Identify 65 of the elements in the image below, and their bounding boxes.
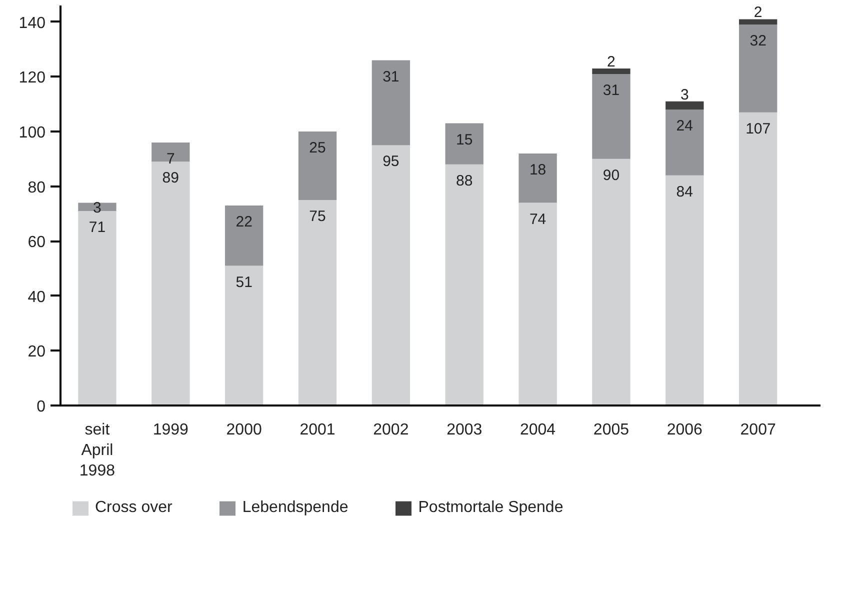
x-tick-label: 2001 (300, 422, 336, 438)
data-label: 107 (746, 120, 771, 138)
data-label: 2 (607, 54, 616, 71)
y-tick-label: 40 (28, 288, 46, 306)
x-tick-label: 2000 (226, 422, 262, 438)
legend-label: Postmortale Spende (418, 499, 564, 517)
legend-label: Cross over (95, 499, 172, 517)
y-tick-label: 120 (18, 70, 46, 87)
bar (152, 142, 190, 162)
y-tick-label: 80 (28, 179, 46, 196)
y-tick-label: 0 (36, 398, 46, 416)
bar (592, 68, 630, 74)
data-label: 25 (309, 140, 326, 157)
bar (224, 266, 264, 406)
bar (592, 74, 630, 159)
x-tick-label: 1999 (152, 422, 189, 438)
x-tick-label: 2004 (520, 422, 556, 438)
bar (666, 175, 704, 406)
data-label: 15 (456, 131, 473, 148)
data-label: 90 (602, 166, 620, 184)
data-label: 7 (166, 150, 175, 168)
x-tick-label: seit April 1998 (79, 422, 116, 480)
bar (666, 110, 704, 176)
data-label: 71 (88, 218, 106, 236)
x-tick-label: 2006 (666, 422, 703, 438)
bar (738, 24, 778, 112)
bar (518, 153, 557, 203)
y-tick-label: 60 (28, 234, 46, 252)
y-tick-label: 100 (18, 124, 46, 142)
bar (445, 164, 484, 406)
y-tick-label: 20 (28, 344, 46, 361)
x-tick-label: 2005 (593, 422, 630, 438)
bar (224, 206, 264, 266)
bar (298, 132, 337, 200)
data-label: 84 (676, 183, 693, 200)
data-label: 74 (529, 210, 546, 228)
bar (372, 60, 410, 146)
bar (592, 158, 630, 406)
data-label: 32 (750, 32, 766, 50)
bar (518, 202, 557, 406)
data-label: 95 (382, 153, 400, 170)
x-tick-label: 2003 (446, 422, 482, 438)
y-tick-label: 140 (18, 14, 46, 32)
legend-label: Lebendspende (242, 499, 348, 517)
data-label: 22 (236, 214, 252, 230)
data-label: 31 (602, 82, 620, 99)
bar (738, 19, 778, 25)
bar (152, 162, 190, 406)
bar (445, 123, 484, 164)
bar (666, 101, 704, 110)
data-label: 51 (236, 274, 252, 291)
data-label: 88 (456, 172, 473, 190)
data-label: 18 (529, 161, 546, 178)
x-tick-label: 2002 (373, 422, 409, 438)
bar (298, 200, 337, 406)
data-label: 2 (754, 4, 762, 22)
data-label: 75 (309, 208, 326, 226)
data-label: 24 (676, 118, 693, 135)
data-label: 89 (162, 170, 179, 187)
data-label: 31 (382, 68, 400, 86)
data-label: 3 (680, 86, 689, 104)
bar (372, 145, 410, 406)
bar (738, 112, 778, 406)
x-tick-label: 2007 (740, 422, 776, 438)
data-label: 3 (93, 199, 102, 216)
